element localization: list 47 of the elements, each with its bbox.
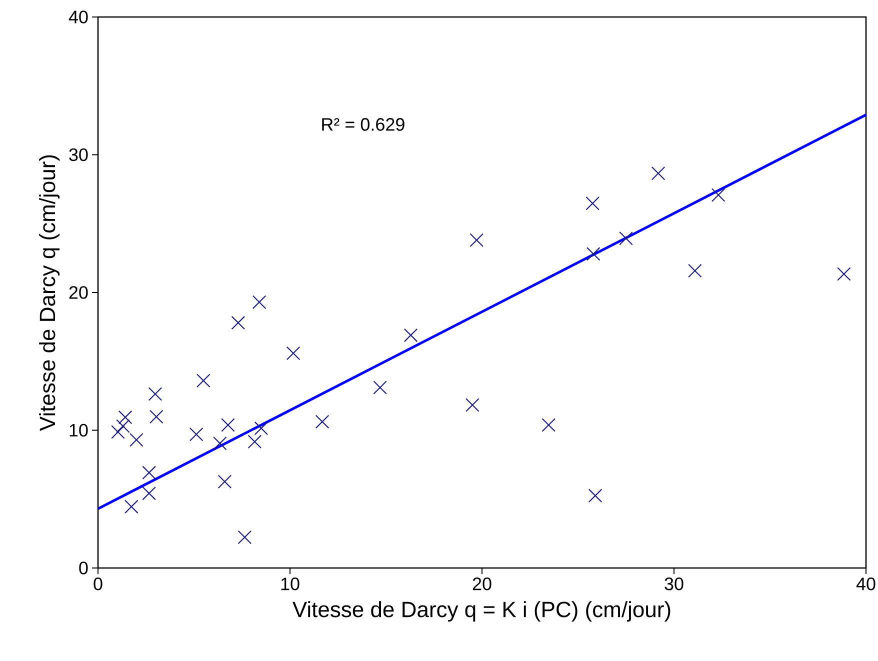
point — [586, 196, 600, 210]
point — [315, 414, 330, 429]
point — [465, 398, 480, 412]
x-axis-title: Vitesse de Darcy q = K i (PC) (cm/jour) — [292, 601, 670, 622]
point — [231, 316, 246, 330]
point — [586, 247, 600, 261]
point — [837, 267, 851, 281]
point — [238, 530, 252, 544]
point — [248, 434, 262, 449]
y-tick-label: 30 — [69, 148, 88, 162]
point — [651, 166, 666, 180]
point — [588, 488, 602, 503]
y-tick-label: 20 — [69, 286, 88, 299]
point — [404, 328, 418, 342]
annotation: R² = 0.629 — [322, 118, 404, 131]
point — [619, 231, 633, 246]
point — [218, 474, 232, 489]
point — [252, 295, 266, 310]
point — [373, 380, 387, 394]
point — [213, 436, 227, 450]
y-tick-label: 0 — [79, 562, 88, 574]
point — [149, 410, 164, 424]
point — [111, 425, 125, 439]
point — [189, 427, 204, 442]
y-tick-label: 10 — [70, 424, 88, 437]
y-tick-label: 40 — [68, 10, 88, 24]
point — [129, 432, 144, 447]
point — [142, 466, 156, 480]
point — [116, 419, 130, 434]
x-tick-label: 40 — [856, 578, 876, 590]
y-axis-title: Vitesse de Darcy q (cm/jour) — [39, 155, 60, 431]
point — [688, 264, 702, 278]
x-tick-label: 30 — [664, 578, 684, 590]
point — [221, 418, 235, 432]
x-tick-label: 20 — [472, 578, 492, 590]
point — [542, 418, 556, 432]
x-tick-label: 0 — [94, 578, 102, 590]
point — [196, 374, 210, 388]
point — [254, 421, 268, 436]
point — [148, 387, 162, 401]
x-tick-label: 10 — [281, 578, 300, 590]
point — [118, 410, 132, 424]
point — [142, 486, 156, 500]
point — [124, 500, 138, 514]
point — [470, 233, 484, 248]
point — [286, 346, 300, 360]
point — [711, 188, 726, 202]
